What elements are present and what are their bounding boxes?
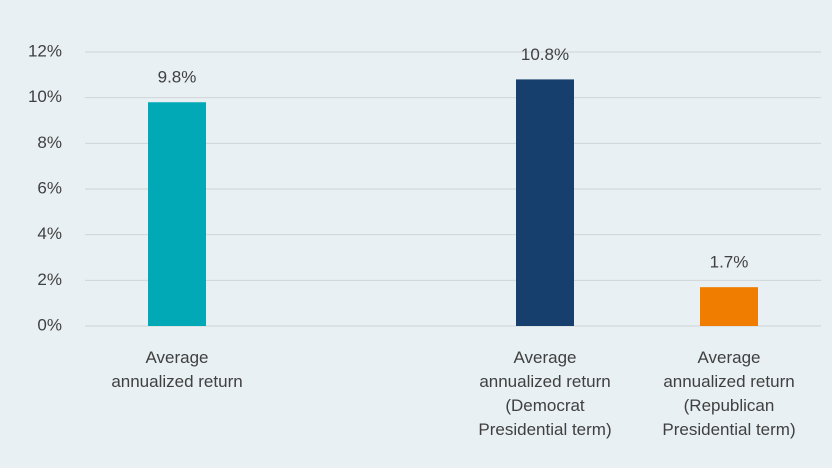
y-tick-label: 10%: [28, 87, 62, 106]
y-tick-label: 0%: [37, 315, 62, 334]
y-tick-label: 8%: [37, 133, 62, 152]
bar: [700, 287, 758, 326]
value-label: 10.8%: [521, 45, 569, 64]
y-tick-label: 6%: [37, 178, 62, 197]
x-tick-label: Average annualized return (Republican Pr…: [662, 348, 796, 439]
x-tick-label: Average annualized return: [111, 348, 243, 391]
bar: [148, 102, 206, 326]
y-tick-label: 12%: [28, 41, 62, 60]
y-tick-label: 4%: [37, 224, 62, 243]
bar: [516, 79, 574, 327]
value-label: 1.7%: [710, 253, 749, 272]
y-tick-label: 2%: [37, 270, 62, 289]
x-tick-label: Average annualized return (Democrat Pres…: [478, 348, 612, 439]
value-label: 9.8%: [158, 68, 197, 87]
